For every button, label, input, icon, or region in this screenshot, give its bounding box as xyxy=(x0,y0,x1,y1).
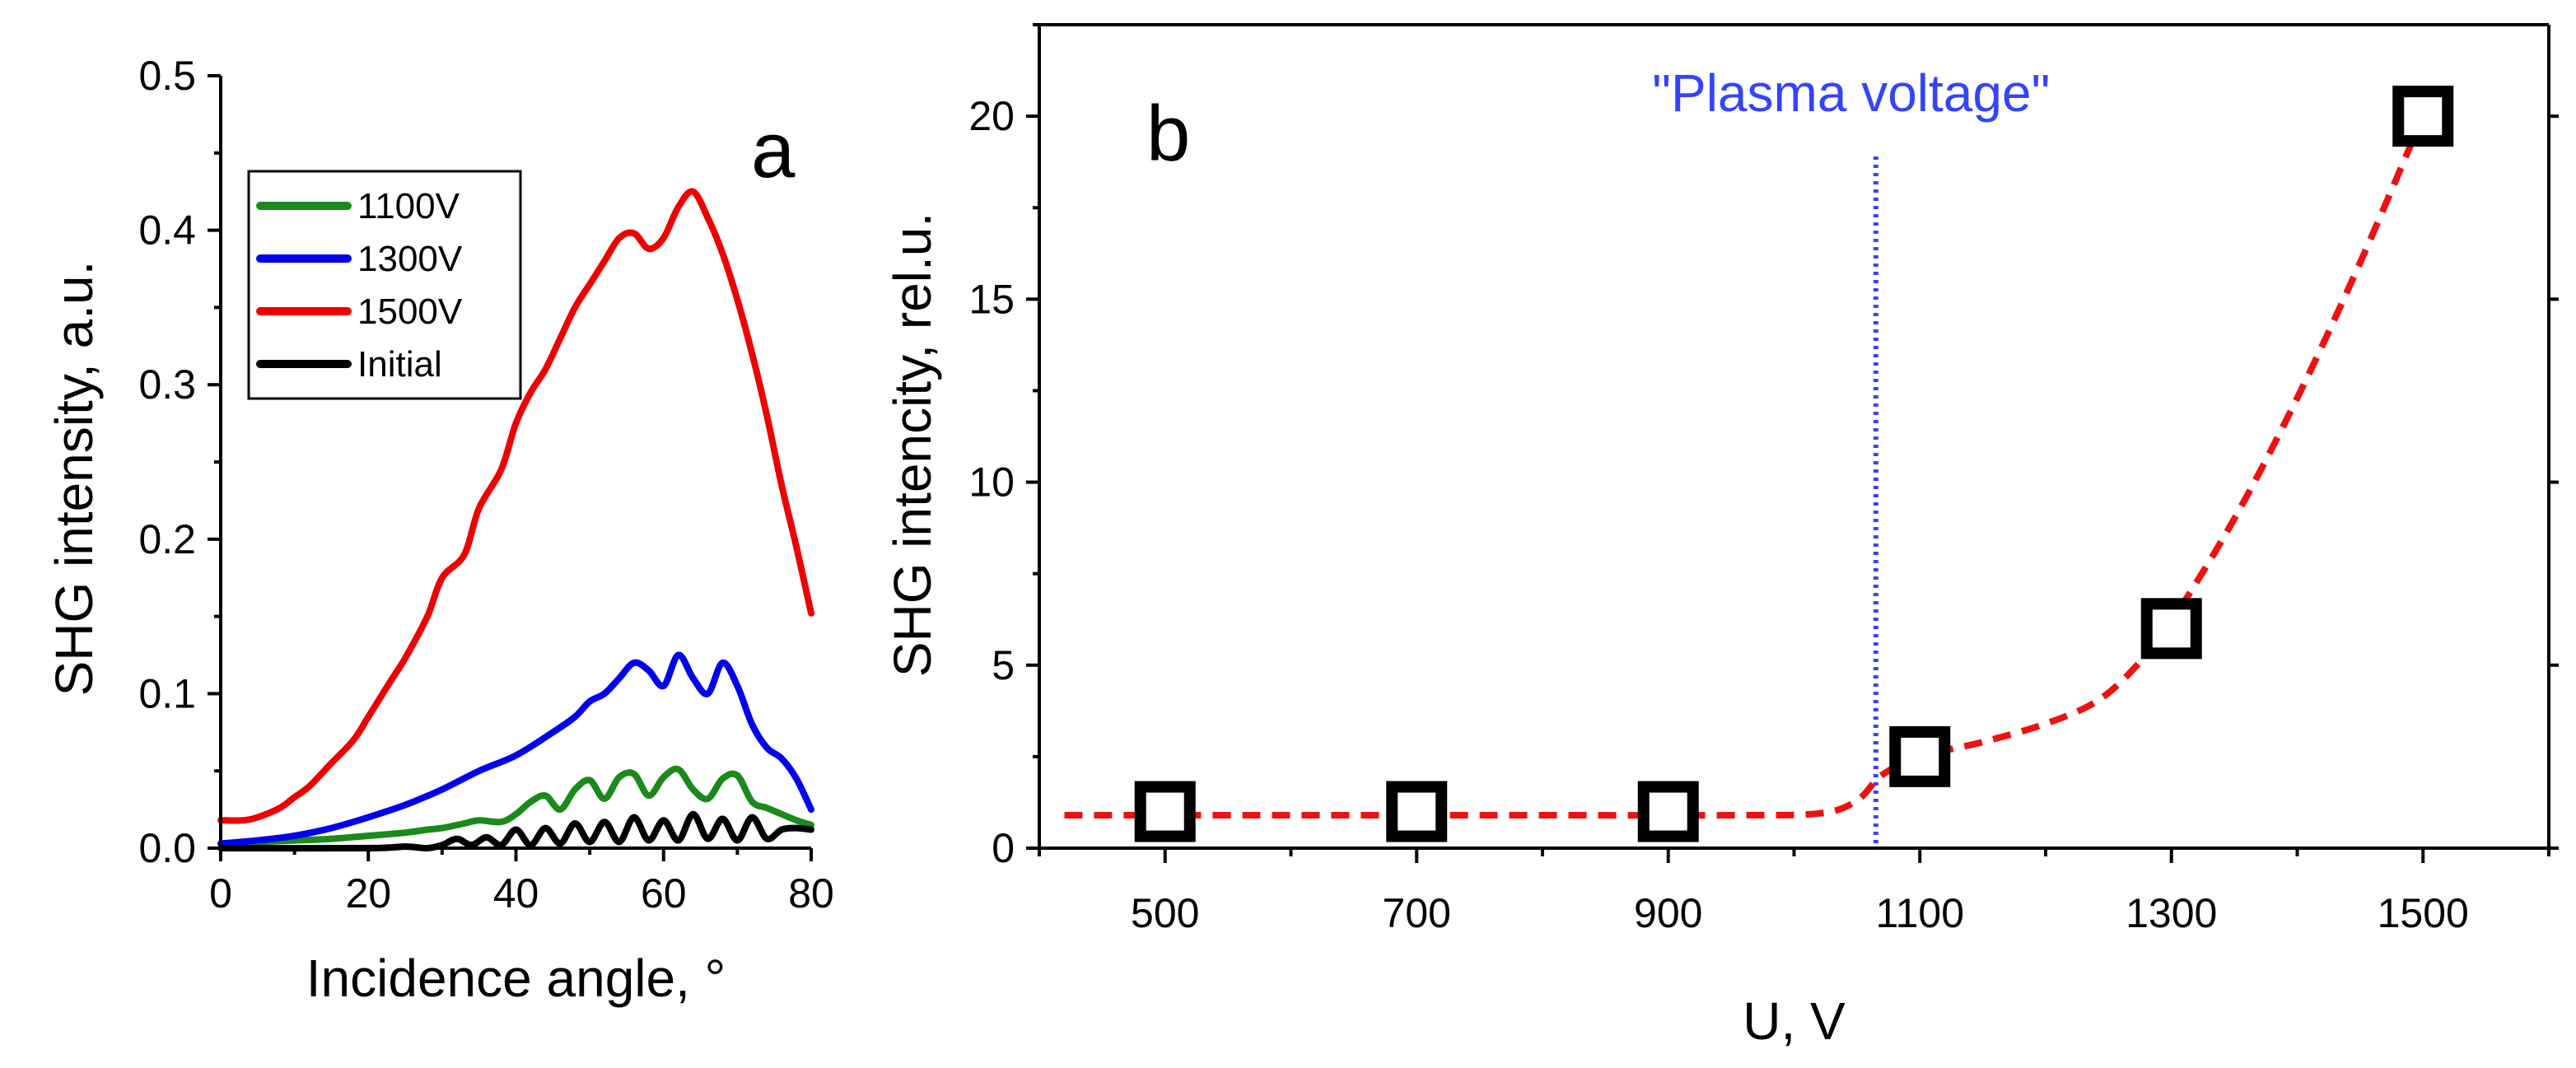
y-tick-label: 5 xyxy=(992,642,1015,688)
x-tick-label: 1100 xyxy=(1875,890,1964,936)
y-axis-title: SHG intensity, a.u. xyxy=(44,261,104,697)
x-tick-label: 60 xyxy=(641,870,687,916)
x-axis-title: Incidence angle, ° xyxy=(306,949,726,1008)
data-point xyxy=(1134,781,1196,842)
y-tick-label: 0.1 xyxy=(138,670,196,716)
fit-curve xyxy=(1064,114,2426,819)
y-tick-label: 0.3 xyxy=(138,361,196,408)
legend-label-1300v: 1300V xyxy=(357,239,463,279)
series-line-1500v xyxy=(217,188,814,824)
x-tick-label: 20 xyxy=(345,870,391,916)
panel-label-b: b xyxy=(1146,90,1190,178)
x-tick-label: 900 xyxy=(1634,890,1702,936)
series-line-1100v xyxy=(217,765,814,847)
x-tick-label: 1300 xyxy=(2126,890,2217,936)
data-point xyxy=(2392,86,2454,147)
series-line-initial xyxy=(217,810,814,852)
y-tick-label: 0.2 xyxy=(138,516,196,562)
data-point xyxy=(1386,781,1448,842)
x-tick-label: 700 xyxy=(1383,890,1451,936)
panel-a-chart: 0.0 0.1 0.2 0.3 0.4 0.5 0 20 40 60 80 Incidence ang… xyxy=(44,53,834,1008)
y-tick-label: 0 xyxy=(992,825,1015,871)
x-tick-label: 500 xyxy=(1131,890,1199,936)
y-tick-label: 10 xyxy=(968,459,1015,506)
y-tick-label: 0.0 xyxy=(138,825,196,871)
x-tick-label: 1500 xyxy=(2378,890,2469,936)
plasma-voltage-label: "Plasma voltage" xyxy=(1652,63,2050,123)
y-axis-title: SHG intencity, rel.u. xyxy=(883,212,942,677)
legend-label-initial: Initial xyxy=(357,344,442,385)
x-tick-label: 40 xyxy=(493,870,539,916)
x-tick-label: 80 xyxy=(788,870,834,916)
y-tick-label: 0.5 xyxy=(138,53,196,99)
series-line-1300v xyxy=(217,651,814,847)
y-tick-label: 0.4 xyxy=(138,208,196,254)
data-point xyxy=(1637,781,1699,842)
data-point xyxy=(1889,725,1951,787)
x-tick-label: 0 xyxy=(209,870,232,916)
panel-label-a: a xyxy=(751,106,796,194)
x-axis-title: U, V xyxy=(1743,991,1846,1051)
legend-label-1500v: 1500V xyxy=(357,291,463,332)
y-tick-label: 15 xyxy=(968,276,1015,322)
y-tick-label: 20 xyxy=(968,93,1015,139)
legend-label-1100v: 1100V xyxy=(357,186,460,226)
panel-b-chart: 0 5 10 15 20 500 700 900 1100 1300 1500 U, V SHG int… xyxy=(883,23,2559,1051)
data-point xyxy=(2140,598,2202,660)
